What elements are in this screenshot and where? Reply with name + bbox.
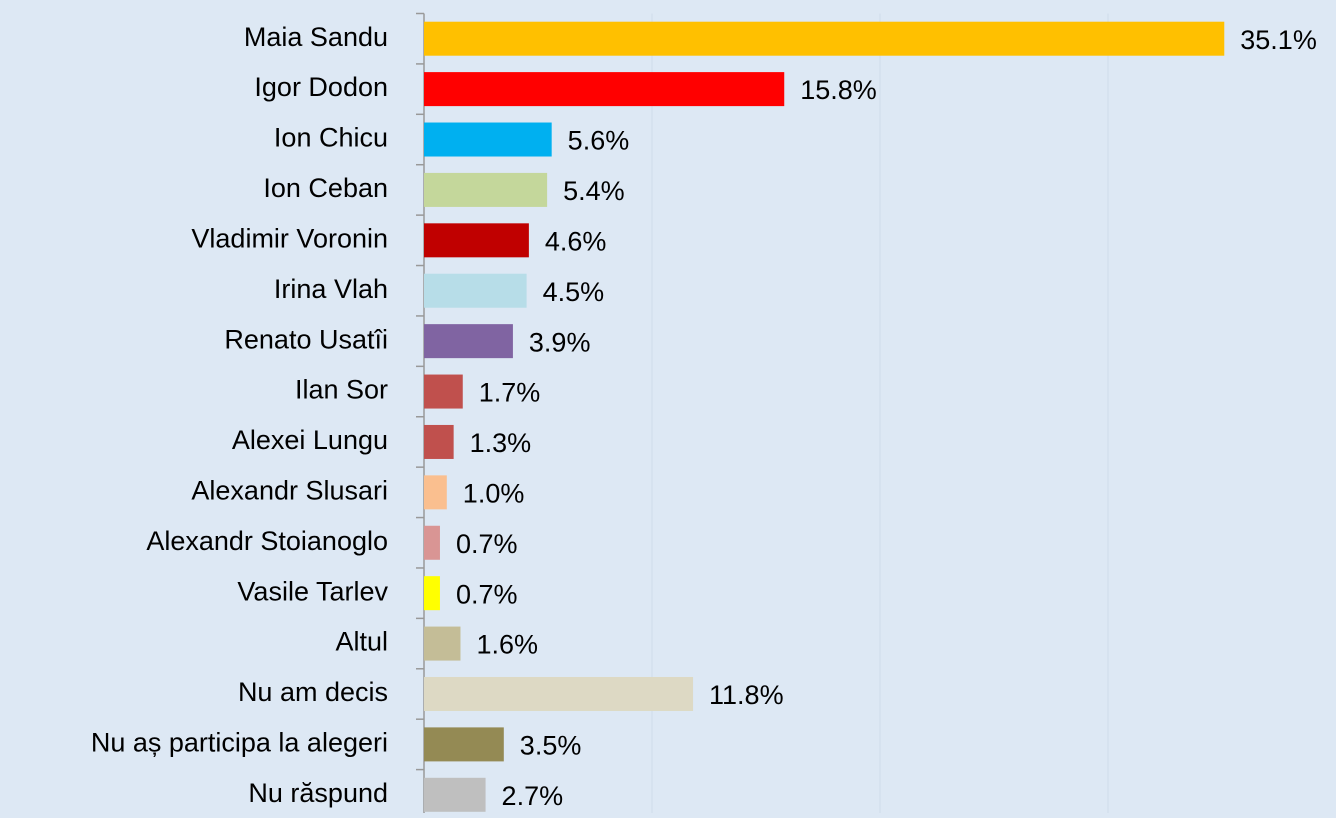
category-label: Vladimir Voronin <box>191 223 388 253</box>
category-label: Renato Usatîi <box>224 324 388 354</box>
bar <box>424 72 785 107</box>
category-label: Alexandr Stoianoglo <box>146 526 388 556</box>
bar <box>424 626 461 661</box>
category-label: Maia Sandu <box>244 22 388 52</box>
value-label: 1.0% <box>463 478 525 508</box>
value-label: 35.1% <box>1240 25 1317 55</box>
value-label: 1.7% <box>479 378 541 408</box>
value-label: 4.6% <box>545 226 607 256</box>
bar <box>424 525 440 560</box>
bar <box>424 727 504 762</box>
category-label: Vasile Tarlev <box>237 576 388 606</box>
value-label: 2.7% <box>502 781 564 811</box>
bar <box>424 374 463 409</box>
category-label: Ilan Sor <box>295 375 388 405</box>
bar <box>424 676 694 711</box>
bar <box>424 424 454 459</box>
category-label: Altul <box>335 627 388 657</box>
category-label: Irina Vlah <box>274 274 388 304</box>
value-label: 4.5% <box>543 277 605 307</box>
value-label: 0.7% <box>456 529 518 559</box>
value-label: 1.6% <box>476 630 538 660</box>
bar <box>424 223 529 258</box>
value-label: 3.5% <box>520 731 582 761</box>
value-label: 11.8% <box>709 680 784 710</box>
category-label: Nu am decis <box>238 677 388 707</box>
bar <box>424 172 548 207</box>
value-label: 0.7% <box>456 579 518 609</box>
category-label: Nu răspund <box>248 778 388 808</box>
value-label: 1.3% <box>470 428 532 458</box>
bar <box>424 273 527 308</box>
bar <box>424 475 447 510</box>
category-label: Nu aș participa la alegeri <box>91 728 388 758</box>
category-label: Alexandr Slusari <box>191 475 388 505</box>
bar <box>424 777 486 812</box>
bar <box>424 21 1225 56</box>
value-label: 3.9% <box>529 327 591 357</box>
value-label: 15.8% <box>800 75 877 105</box>
category-label: Ion Chicu <box>274 123 388 153</box>
bar <box>424 576 440 611</box>
bar <box>424 324 513 359</box>
category-label: Alexei Lungu <box>232 425 388 455</box>
bar <box>424 122 552 157</box>
value-label: 5.4% <box>563 176 625 206</box>
category-label: Igor Dodon <box>254 72 388 102</box>
value-label: 5.6% <box>568 126 630 156</box>
category-label: Ion Ceban <box>263 173 388 203</box>
